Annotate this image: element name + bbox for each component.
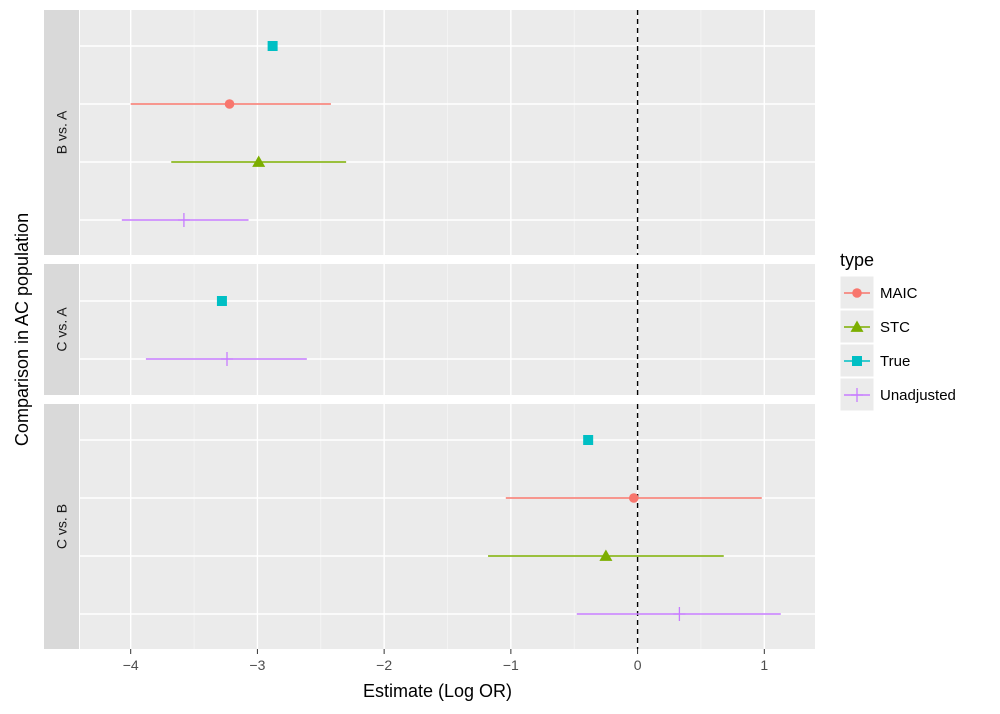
x-tick-label: −1 (503, 657, 519, 673)
x-axis: −4 −3 −2 −1 0 1 (123, 649, 768, 673)
x-tick-label: −2 (376, 657, 392, 673)
legend: type MAIC STC True Unadjusted (839, 250, 956, 412)
legend-item-unadjusted: Unadjusted (839, 377, 956, 412)
point-stc (599, 549, 613, 561)
x-tick-label: 1 (760, 657, 768, 673)
x-tick-label: −4 (123, 657, 139, 673)
legend-item-maic: MAIC (839, 275, 918, 310)
point-unadjusted (177, 213, 190, 227)
facet-panel-c-vs-a: C vs. A (44, 264, 815, 395)
legend-title: type (840, 250, 874, 270)
legend-label: True (880, 353, 910, 370)
facet-strip (44, 10, 79, 255)
legend-item-stc: STC (839, 309, 910, 344)
facet-strip-label: B vs. A (54, 110, 70, 154)
x-tick-label: 0 (634, 657, 642, 673)
facet-strip (44, 404, 79, 649)
point-true (583, 435, 594, 445)
facet-panel-c-vs-b: C vs. B (44, 404, 815, 649)
facet-strip-label: C vs. A (54, 307, 70, 352)
y-axis-title: Comparison in AC population (12, 213, 32, 446)
legend-label: MAIC (880, 285, 918, 302)
legend-item-true: True (839, 343, 910, 378)
x-axis-title: Estimate (Log OR) (363, 681, 512, 701)
point-unadjusted (673, 607, 686, 621)
point-true (267, 41, 278, 51)
facet-strip-label: C vs. B (54, 504, 70, 549)
point-unadjusted (221, 352, 233, 366)
point-true (216, 296, 227, 306)
legend-label: STC (880, 319, 910, 336)
legend-key-marker (852, 288, 862, 298)
point-stc (252, 155, 266, 167)
facet-strip (44, 264, 79, 395)
x-tick-label: −3 (249, 657, 265, 673)
facet-panel-b-vs-a: B vs. A (44, 10, 815, 255)
legend-key-marker (851, 388, 863, 402)
point-maic (628, 493, 639, 503)
point-maic (224, 99, 235, 109)
facet-panels: B vs. A C vs. A C vs. B (44, 10, 815, 649)
legend-key-marker (852, 356, 862, 366)
legend-key-marker (850, 320, 864, 332)
legend-label: Unadjusted (880, 387, 956, 404)
